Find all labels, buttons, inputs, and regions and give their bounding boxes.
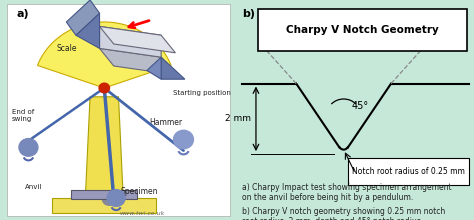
Text: Anvil: Anvil <box>25 184 42 190</box>
Circle shape <box>99 83 109 93</box>
Text: Hammer: Hammer <box>149 118 182 127</box>
Polygon shape <box>76 13 100 48</box>
Circle shape <box>107 190 125 206</box>
Polygon shape <box>100 48 175 75</box>
Polygon shape <box>100 26 175 53</box>
Text: Starting position: Starting position <box>173 90 231 96</box>
Polygon shape <box>66 0 100 35</box>
Polygon shape <box>100 26 161 57</box>
Text: 45°: 45° <box>352 101 369 111</box>
Text: b) Charpy V notch geometry showing 0.25 mm notch
root radius, 2 mm, depth and 45: b) Charpy V notch geometry showing 0.25 … <box>242 207 445 220</box>
FancyBboxPatch shape <box>348 158 469 185</box>
Polygon shape <box>147 57 161 79</box>
Text: a): a) <box>17 9 29 19</box>
Circle shape <box>19 139 38 156</box>
Text: Specimen: Specimen <box>121 187 158 196</box>
Text: a) Charpy Impact test showing specimen arrangement
on the anvil before being hit: a) Charpy Impact test showing specimen a… <box>242 183 451 202</box>
Text: Charpy V Notch Geometry: Charpy V Notch Geometry <box>286 25 439 35</box>
Circle shape <box>173 130 193 149</box>
Text: b): b) <box>242 9 255 19</box>
Polygon shape <box>85 97 123 198</box>
Polygon shape <box>71 190 137 199</box>
Polygon shape <box>161 57 185 79</box>
Text: Scale: Scale <box>56 44 77 53</box>
Text: 2 mm: 2 mm <box>225 114 251 123</box>
FancyBboxPatch shape <box>7 4 230 216</box>
Circle shape <box>102 193 116 205</box>
Polygon shape <box>52 198 156 213</box>
Text: www.twi.co.uk: www.twi.co.uk <box>119 211 165 216</box>
FancyBboxPatch shape <box>258 9 467 51</box>
Polygon shape <box>37 22 171 88</box>
Text: End of
swing: End of swing <box>12 109 34 122</box>
Text: Notch root radius of 0.25 mm: Notch root radius of 0.25 mm <box>352 167 465 176</box>
